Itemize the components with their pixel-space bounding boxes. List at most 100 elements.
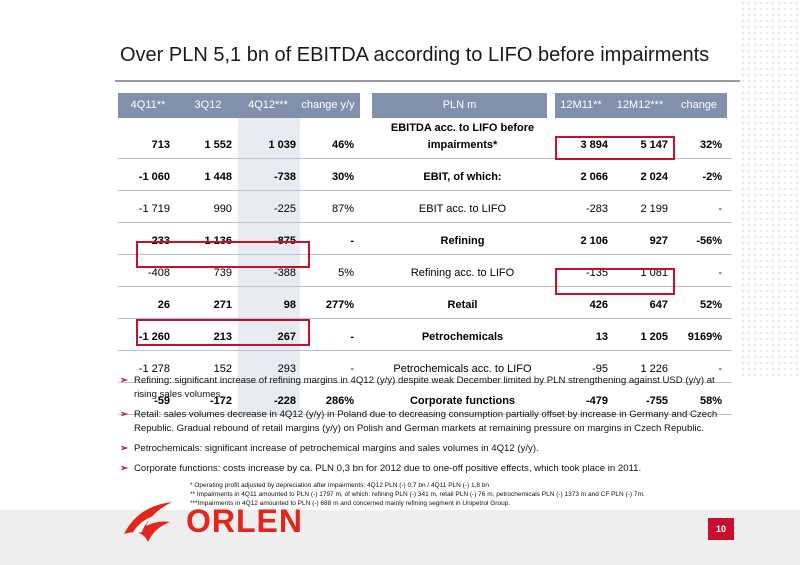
table-row: 233 1 136 -875- Refining 2 106 927 -56% [118,223,732,255]
quarter-value: -1 719 [138,203,170,215]
annual-value: 3 894 [580,139,608,151]
arrow-icon: ➢ [120,375,129,386]
header-col-3q12: 3Q12 [194,99,222,111]
annual-value: 647 [649,299,668,311]
arrow-icon: ➢ [120,463,129,474]
header-col-4q11: 4Q11** [130,99,166,111]
header-col-plnm: PLN m [442,99,477,111]
title-divider [115,80,740,82]
orlen-eagle-logo-icon [124,502,172,542]
table-row: -408 739 -388 5% Refining acc. to LIFO -135 1 … [118,255,732,287]
row-label-line-1: EBITDA acc. to LIFO before [390,122,535,134]
table-row: -1 260 213 267 - Petrochemicals 13 1 205 9169% [118,319,732,351]
annual-value: 52% [699,299,722,311]
footnote-1: * Operating profit adjusted by depreciat… [190,482,490,489]
page-number: 10 [708,518,734,540]
results-table: 713 1 552 1 039 46% EBITDA acc. to LIFO befo… [118,118,732,415]
quarter-value: 293 [277,363,296,375]
annual-value: -479 [585,395,608,407]
quarter-value: 713 [151,139,170,151]
row-label: Retail [447,299,478,311]
row-label: Petrochemicals [421,331,504,343]
column-shade [238,287,300,318]
quarter-value: 152 [213,363,232,375]
footnote-2: ** Impairments in 4Q11 amounted to PLN (… [190,491,645,498]
annual-value: 2 066 [580,171,608,183]
quarter-value: -172 [209,395,232,407]
quarter-value: - [350,235,354,247]
quarter-value: 30% [331,171,354,183]
header-right: 12M11** 12M12*** change [555,93,727,118]
column-shade [238,191,300,222]
annual-value: 32% [699,139,722,151]
quarter-value: 5% [338,267,354,279]
highlight-petchem-lifo [136,319,310,346]
commentary-list: ➢ Refining: significant increase of refin… [120,374,740,482]
column-shade [238,159,300,190]
quarter-value: 1 448 [204,171,232,183]
annual-value: 927 [649,235,668,247]
quarter-value: -225 [273,203,296,215]
quarter-value: 271 [213,299,232,311]
quarter-value: -1 060 [138,171,170,183]
arrow-icon: ➢ [120,409,129,420]
row-label: Refining acc. to LIFO [410,267,515,279]
row-label: EBIT, of which: [423,171,502,183]
quarter-value: 98 [283,299,296,311]
quarter-value: -1 260 [138,331,170,343]
footnote-3: ***Impairments in 4Q12 amounted to PLN (… [190,500,511,507]
quarter-value: 990 [213,203,232,215]
quarter-value: 1 552 [204,139,232,151]
annual-value: - [718,267,722,279]
column-shade [238,255,300,286]
column-shade [238,223,300,254]
highlight-retail-12m [555,268,675,295]
annual-value: -95 [592,363,608,375]
background-pattern [740,0,800,380]
header-col-12m12: 12M12*** [616,99,664,111]
table-row: 26 271 98 277% Retail 426 647 52% [118,287,732,319]
annual-value: 426 [589,299,608,311]
annual-value: - [718,203,722,215]
header-col-change-yy: change y/y [301,99,355,111]
row-label: EBITDA acc. to LIFO before impairments* [370,122,555,151]
annual-value: 1 226 [640,363,668,375]
header-left: 4Q11** 3Q12 4Q12*** change y/y [118,93,360,118]
annual-value: -755 [645,395,668,407]
annual-value: -56% [696,235,722,247]
annual-value: 13 [595,331,608,343]
header-col-12m11: 12M11** [560,99,602,111]
table-row: -59 -172 -228 286% Corporate functions -479 -7… [118,383,732,415]
column-shade [238,351,300,382]
quarter-value: -1 278 [138,363,170,375]
quarter-value: 1 039 [268,139,296,151]
annual-value: -283 [585,203,608,215]
quarter-value: 26 [157,299,170,311]
annual-value: 1 205 [640,331,668,343]
table-row: -1 278 152 293 - Petrochemicals acc. to LIFO… [118,351,732,383]
quarter-value: -408 [147,267,170,279]
quarter-value: -59 [154,395,170,407]
quarter-value: 277% [325,299,354,311]
quarter-value: - [350,331,354,343]
annual-value: 1 081 [640,267,668,279]
quarter-value: -738 [273,171,296,183]
header-col-change: change [680,99,718,111]
quarter-value: 87% [331,203,354,215]
quarter-value: 213 [213,331,232,343]
row-label: Corporate functions [409,395,516,407]
annual-value: 5 147 [640,139,668,151]
header-col-4q12: 4Q12*** [248,99,288,111]
quarter-value: -388 [273,267,296,279]
highlight-ebitda-12m [555,136,675,160]
annual-value: -2% [702,171,722,183]
header-mid: PLN m [372,93,547,118]
footer-band [0,510,800,565]
annual-value: 2 024 [640,171,668,183]
quarter-value: 267 [277,331,296,343]
annual-value: 9169% [687,331,722,343]
orlen-wordmark: ORLEN [186,503,303,539]
bullet-petrochemicals: ➢ Petrochemicals: significant increase of… [120,443,539,454]
table-row: -1 060 1 448 -738 30% EBIT, of which: 2 066 2 … [118,159,732,191]
bullet-retail: ➢ Retail: sales volumes decrease in 4Q12 … [120,409,718,434]
